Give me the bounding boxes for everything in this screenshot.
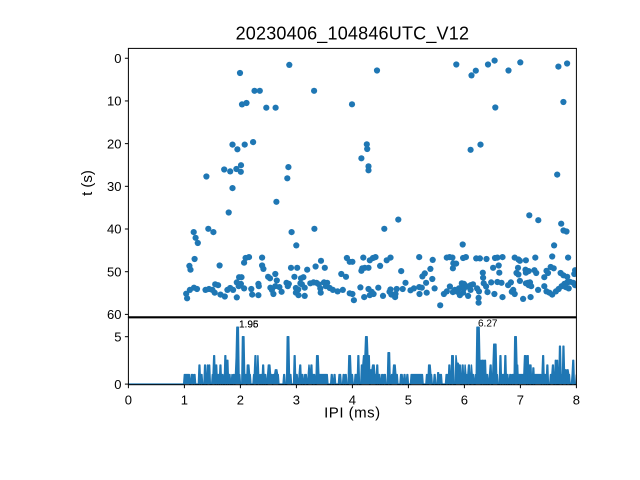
svg-text:0: 0 [125, 393, 132, 408]
svg-text:6: 6 [461, 393, 468, 408]
svg-text:7: 7 [517, 393, 524, 408]
svg-text:30: 30 [107, 179, 121, 194]
svg-text:0: 0 [114, 377, 121, 392]
svg-text:5: 5 [114, 329, 121, 344]
svg-text:60: 60 [107, 307, 121, 322]
svg-text:6.27: 6.27 [478, 319, 498, 330]
svg-text:2: 2 [237, 393, 244, 408]
svg-text:40: 40 [107, 222, 121, 237]
svg-text:5: 5 [405, 393, 412, 408]
svg-text:8: 8 [573, 393, 580, 408]
svg-text:4: 4 [349, 393, 356, 408]
svg-text:10: 10 [107, 94, 121, 109]
svg-text:50: 50 [107, 264, 121, 279]
svg-text:1: 1 [181, 393, 188, 408]
svg-text:1.95: 1.95 [239, 320, 259, 331]
svg-text:20230406_104846UTC_V12: 20230406_104846UTC_V12 [236, 24, 470, 45]
svg-text:t (s): t (s) [79, 170, 96, 196]
svg-text:3: 3 [293, 393, 300, 408]
svg-text:IPI (ms): IPI (ms) [324, 405, 381, 422]
svg-text:1.96: 1.96 [239, 320, 259, 331]
svg-text:20: 20 [107, 136, 121, 151]
svg-text:0: 0 [114, 51, 121, 66]
